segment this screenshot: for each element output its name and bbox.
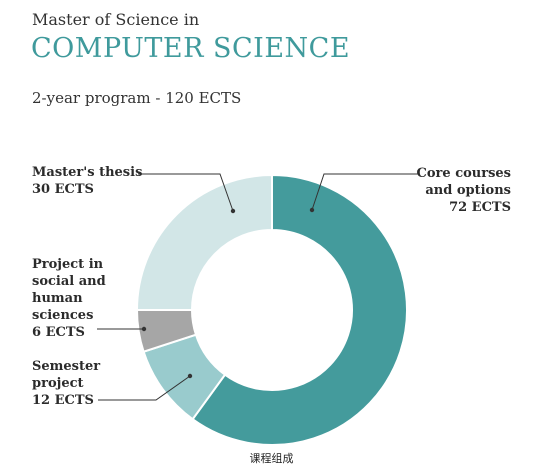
slice-label-2-line-1: social and xyxy=(32,274,106,289)
leader-line-1 xyxy=(98,375,191,401)
slice-label-3-line-1: 30 ECTS xyxy=(32,182,94,197)
slice-label-2-line-0: Project in xyxy=(32,257,104,272)
slice-label-2-line-4: 6 ECTS xyxy=(32,325,85,340)
donut-slice-0 xyxy=(191,173,408,446)
slice-label-3-line-0: Master's thesis xyxy=(32,165,142,180)
slice-label-1-line-0: Semester xyxy=(32,359,100,374)
slice-label-3: Master's thesis 30 ECTS xyxy=(32,165,142,197)
slice-label-0-line-0: Core courses xyxy=(417,166,511,181)
donut-slice-3 xyxy=(135,173,273,311)
slice-label-0-line-2: 72 ECTS xyxy=(449,200,511,215)
leader-dot-1 xyxy=(187,373,193,379)
slice-label-0: Core courses and options 72 ECTS xyxy=(417,166,511,215)
slice-label-2-line-3: sciences xyxy=(32,308,93,323)
slice-label-0-line-1: and options xyxy=(425,183,511,198)
slice-label-1-line-2: 12 ECTS xyxy=(32,393,94,408)
slice-label-1-line-1: project xyxy=(32,376,84,391)
leader-dot-0 xyxy=(309,207,315,213)
slice-label-2-line-2: human xyxy=(32,291,83,306)
slice-label-2: Project in social and human sciences 6 ECTS xyxy=(32,257,106,340)
leader-line-3 xyxy=(138,173,234,212)
pre-title: Master of Science in xyxy=(32,10,200,29)
chart-caption: 课程组成 xyxy=(249,452,294,465)
page-title: COMPUTER SCIENCE xyxy=(31,33,351,64)
program-subtitle: 2-year program - 120 ECTS xyxy=(32,89,242,107)
slice-label-1: Semester project 12 ECTS xyxy=(32,359,100,408)
leader-dot-3 xyxy=(230,208,236,214)
leader-dot-2 xyxy=(141,326,147,332)
leader-line-0 xyxy=(311,173,418,211)
